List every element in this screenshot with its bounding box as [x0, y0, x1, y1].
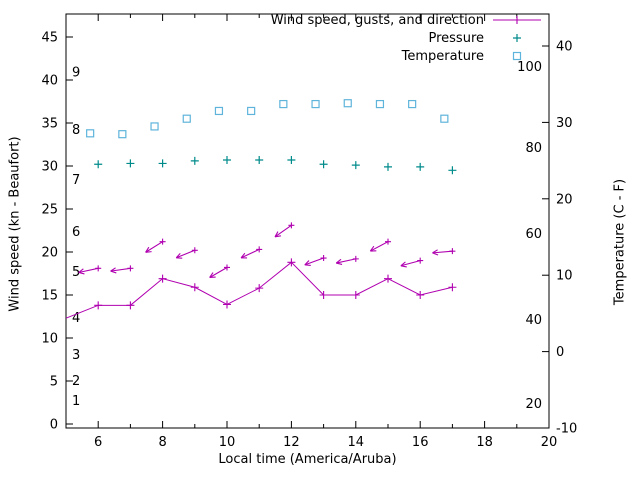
pressure-legend-marker-icon — [492, 31, 542, 45]
series-pressure — [94, 155, 457, 175]
series-temperature — [86, 99, 449, 139]
y-axis-title: Wind speed (kn - Beaufort) — [7, 136, 23, 312]
svg-text:20: 20 — [525, 397, 542, 412]
svg-text:80: 80 — [525, 141, 542, 156]
inner-right-scale-labels: 20 40 60 80 100 — [517, 60, 542, 412]
svg-text:14: 14 — [348, 435, 365, 450]
series-wind-speed — [65, 258, 457, 319]
svg-text:12: 12 — [283, 435, 300, 450]
svg-text:20: 20 — [541, 435, 558, 450]
legend-label-pressure: Pressure — [428, 30, 484, 46]
svg-text:16: 16 — [412, 435, 429, 450]
legend-item-pressure: Pressure — [271, 29, 542, 47]
svg-text:45: 45 — [41, 31, 58, 46]
svg-text:-10: -10 — [556, 422, 577, 437]
svg-text:20: 20 — [556, 192, 573, 207]
svg-text:9: 9 — [72, 65, 80, 80]
svg-text:7: 7 — [72, 173, 80, 188]
wind-legend-marker-icon — [492, 13, 542, 27]
svg-text:3: 3 — [72, 348, 80, 363]
svg-text:8: 8 — [72, 123, 80, 138]
svg-text:0: 0 — [556, 345, 564, 360]
svg-text:15: 15 — [41, 289, 58, 304]
svg-text:0: 0 — [50, 418, 58, 433]
svg-text:2: 2 — [72, 374, 80, 389]
svg-text:10: 10 — [41, 332, 58, 347]
svg-text:6: 6 — [94, 435, 102, 450]
svg-text:30: 30 — [556, 116, 573, 131]
svg-text:40: 40 — [525, 313, 542, 328]
series-wind-gusts — [78, 222, 456, 279]
svg-text:5: 5 — [72, 265, 80, 280]
legend: Wind speed, gusts, and direction Pressur… — [271, 11, 542, 65]
svg-text:30: 30 — [41, 160, 58, 175]
temperature-legend-marker-icon — [492, 49, 542, 63]
legend-item-wind: Wind speed, gusts, and direction — [271, 11, 542, 29]
svg-text:40: 40 — [556, 40, 573, 55]
x-axis-ticks: 6 8 10 12 14 16 18 20 — [65, 14, 558, 450]
svg-text:100: 100 — [517, 60, 542, 75]
svg-text:6: 6 — [72, 225, 80, 240]
plot-border — [65, 13, 550, 429]
y2-axis-title: Temperature (C - F) — [612, 178, 628, 306]
svg-text:8: 8 — [158, 435, 166, 450]
svg-text:1: 1 — [72, 394, 80, 409]
right-axis-ticks: -10 0 10 20 30 40 — [542, 40, 577, 437]
svg-text:60: 60 — [525, 227, 542, 242]
x-axis-title: Local time (America/Aruba) — [218, 452, 397, 467]
svg-text:5: 5 — [50, 375, 58, 390]
svg-text:25: 25 — [41, 203, 58, 218]
svg-text:18: 18 — [476, 435, 493, 450]
beaufort-scale-labels: 1 2 3 4 5 6 7 8 9 — [72, 65, 80, 409]
svg-text:35: 35 — [41, 117, 58, 132]
svg-text:10: 10 — [556, 269, 573, 284]
svg-text:10: 10 — [219, 435, 236, 450]
legend-label-temperature: Temperature — [401, 48, 484, 64]
legend-item-temperature: Temperature — [271, 47, 542, 65]
legend-label-wind: Wind speed, gusts, and direction — [270, 12, 484, 28]
svg-text:40: 40 — [41, 74, 58, 89]
svg-text:4: 4 — [72, 311, 80, 326]
left-axis-ticks: 0 5 10 15 20 25 30 35 40 45 — [41, 31, 73, 433]
svg-text:20: 20 — [41, 246, 58, 261]
